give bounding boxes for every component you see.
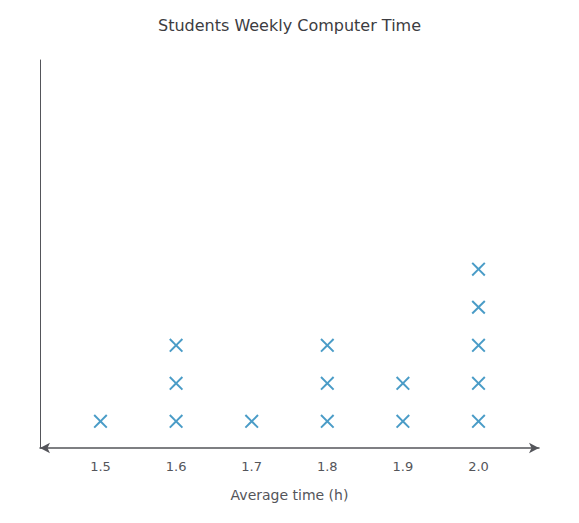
svg-text:2.0: 2.0: [468, 459, 489, 474]
svg-text:Average time (h): Average time (h): [231, 487, 349, 503]
svg-text:1.7: 1.7: [241, 459, 262, 474]
svg-text:Students Weekly Computer Time: Students Weekly Computer Time: [158, 16, 421, 35]
svg-text:1.6: 1.6: [166, 459, 187, 474]
svg-text:1.8: 1.8: [317, 459, 338, 474]
svg-text:1.9: 1.9: [393, 459, 414, 474]
svg-text:1.5: 1.5: [90, 459, 111, 474]
